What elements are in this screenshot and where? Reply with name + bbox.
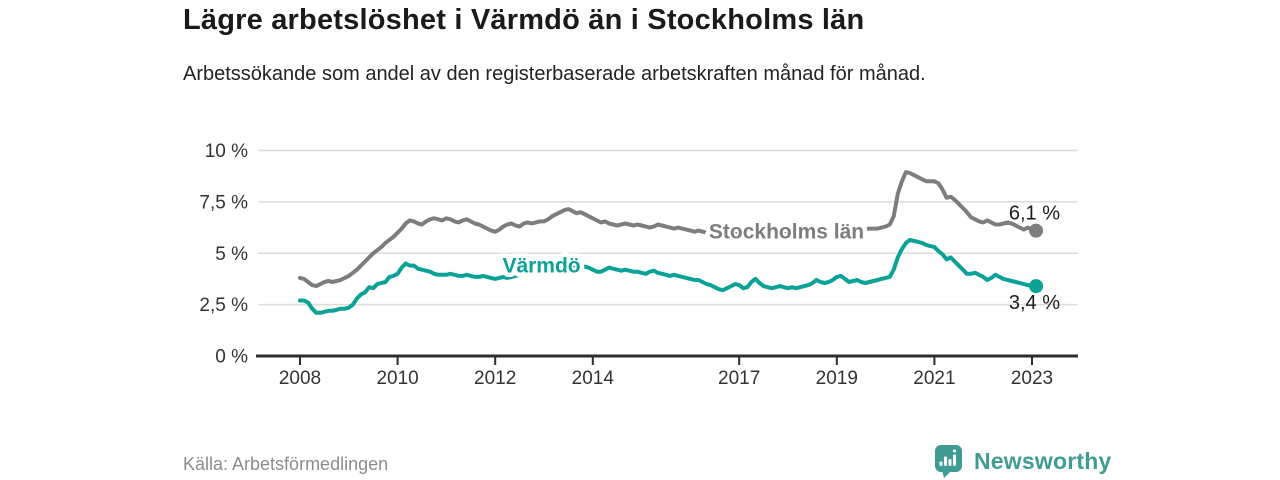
chart-title: Lägre arbetslöshet i Värmdö än i Stockho… xyxy=(183,4,865,36)
x-tick-label: 2021 xyxy=(913,368,955,389)
x-tick-label: 2008 xyxy=(279,368,321,389)
x-tick-label: 2010 xyxy=(376,368,418,389)
series-label-stockholms-lan: Stockholms län xyxy=(709,221,864,244)
end-dot-stockholms-lan xyxy=(1029,223,1044,238)
x-tick-label: 2019 xyxy=(816,368,858,389)
newsworthy-bars-bubble-icon xyxy=(935,445,962,478)
y-tick-label: 7,5 % xyxy=(199,192,248,213)
newsworthy-logo[interactable]: Newsworthy xyxy=(934,444,1111,478)
end-dot-varmdo xyxy=(1029,279,1044,294)
end-value-label-varmdo: 3,4 % xyxy=(1009,292,1060,314)
newsworthy-brand-text: Newsworthy xyxy=(974,447,1112,474)
x-tick-label: 2023 xyxy=(1011,368,1053,389)
series-line-stockholms-lan xyxy=(298,170,1039,289)
chart-subtitle: Arbetssökande som andel av den registerb… xyxy=(183,63,926,85)
x-tick-label: 2014 xyxy=(572,368,615,389)
series-line-varmdo xyxy=(298,237,1039,315)
series-label-varmdo: Värmdö xyxy=(502,255,580,278)
y-tick-label: 0 % xyxy=(215,347,248,368)
y-tick-label: 2,5 % xyxy=(199,295,248,316)
source-note: Källa: Arbetsförmedlingen xyxy=(183,454,389,474)
end-value-label-stockholms-lan: 6,1 % xyxy=(1009,203,1060,225)
x-tick-label: 2012 xyxy=(474,368,516,389)
y-tick-label: 5 % xyxy=(215,244,248,265)
x-tick-label: 2017 xyxy=(718,368,760,389)
y-tick-label: 10 % xyxy=(205,141,248,162)
